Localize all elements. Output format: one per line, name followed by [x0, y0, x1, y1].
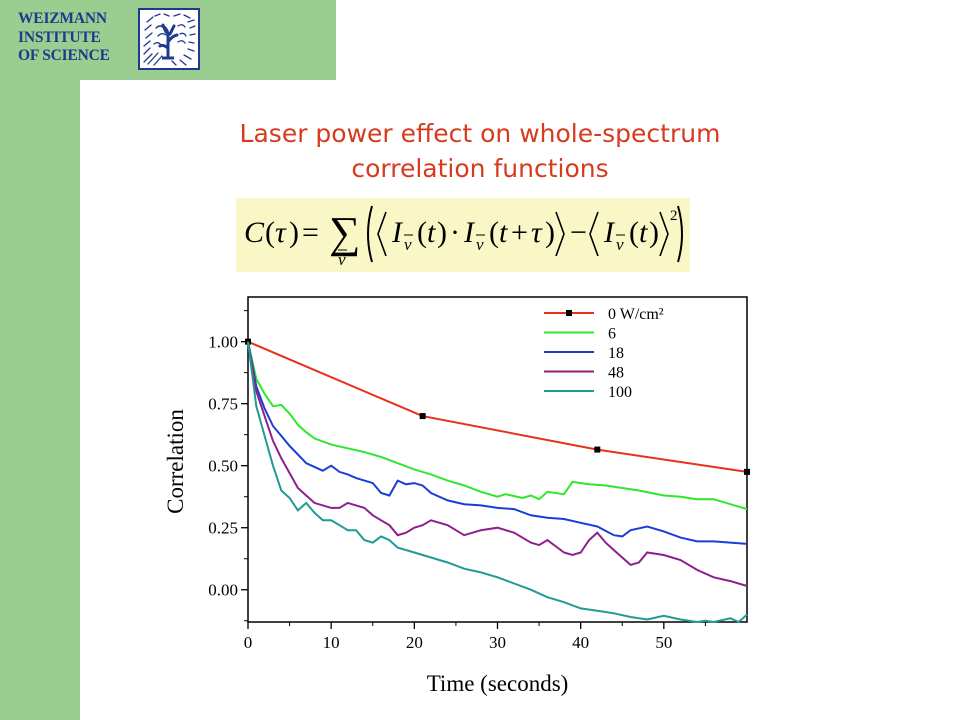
y-tick-label-1: 0.25	[208, 519, 238, 538]
svg-text:t: t	[499, 216, 508, 249]
title-line-1: Laser power effect on whole-spectrum	[239, 119, 721, 148]
svg-text:(: (	[417, 216, 427, 249]
y-tick-label-4: 1.00	[208, 333, 238, 352]
series-0-point-2	[594, 446, 601, 453]
svg-text:τ: τ	[531, 216, 543, 249]
x-tick-label-10: 10	[323, 633, 340, 652]
svg-text:ν: ν	[404, 235, 412, 254]
series-0-point-3	[744, 468, 750, 475]
legend-label-3: 48	[608, 365, 624, 382]
svg-text:(: (	[265, 216, 275, 249]
legend-label-2: 18	[608, 345, 624, 362]
series-0-point-1	[419, 413, 426, 420]
correlation-formula: C ( τ ) = ∑ ν I ν ( t ) · I ν ( t + τ )	[236, 198, 690, 272]
slide-title: Laser power effect on whole-spectrum cor…	[160, 116, 800, 186]
legend-label-1: 6	[608, 326, 616, 343]
series-line-0	[247, 340, 748, 473]
svg-text:∑: ∑	[329, 208, 360, 257]
weizmann-emblem-icon	[138, 8, 200, 70]
svg-text:ν: ν	[616, 235, 624, 254]
svg-text:I: I	[391, 216, 404, 249]
series-line-1	[247, 341, 748, 511]
correlation-chart: 0 10 20 30 40 50 0.00 0.25 0.50 0.75 1.00 Time (sec…	[163, 296, 750, 696]
svg-text:=: =	[302, 216, 319, 249]
svg-text:): )	[649, 216, 659, 249]
x-tick-label-30: 30	[489, 633, 506, 652]
left-green-band	[0, 0, 80, 720]
svg-text:·: ·	[450, 216, 460, 249]
logo-line-1: WEIZMANN	[18, 10, 107, 27]
svg-text:+: +	[511, 216, 528, 249]
legend-label-4: 100	[608, 384, 632, 401]
content-corner	[80, 80, 340, 180]
svg-text:t: t	[427, 216, 436, 249]
svg-text:t: t	[639, 216, 648, 249]
logo-line-2: INSTITUTE	[18, 28, 101, 46]
svg-text:(: (	[629, 216, 639, 249]
y-tick-label-2: 0.50	[208, 457, 238, 476]
svg-text:ν: ν	[338, 250, 346, 269]
x-tick-label-40: 40	[572, 633, 589, 652]
title-line-2: correlation functions	[351, 154, 609, 183]
x-tick-label-20: 20	[406, 633, 423, 652]
svg-text:ν: ν	[476, 235, 484, 254]
weizmann-logo: WEIZMANN INSTITUTE OF SCIENCE	[18, 8, 200, 70]
svg-text:I: I	[603, 216, 616, 249]
svg-text:): )	[289, 216, 299, 249]
legend-label-0: 0 W/cm²	[608, 306, 664, 323]
series-0-point-0	[245, 338, 251, 345]
formula-graphic: C ( τ ) = ∑ ν I ν ( t ) · I ν ( t + τ )	[244, 205, 683, 269]
svg-text:): )	[437, 216, 447, 249]
x-tick-label-0: 0	[244, 633, 253, 652]
x-tick-label-50: 50	[655, 633, 672, 652]
y-tick-label-3: 0.75	[208, 395, 238, 414]
svg-text:): )	[545, 216, 555, 249]
svg-text:I: I	[463, 216, 476, 249]
svg-text:2: 2	[670, 208, 678, 224]
series-line-4	[247, 341, 748, 624]
series-line-3	[247, 341, 748, 587]
svg-text:(: (	[489, 216, 499, 249]
logo-text: WEIZMANN INSTITUTE OF SCIENCE	[18, 10, 128, 66]
y-tick-label-0: 0.00	[208, 581, 238, 600]
svg-text:−: −	[570, 216, 587, 249]
svg-text:τ: τ	[275, 216, 287, 249]
y-axis-label: Correlation	[163, 409, 188, 514]
plot-frame	[247, 296, 748, 623]
legend-marker-0	[566, 310, 572, 316]
series-line-2	[247, 341, 748, 545]
svg-text:C: C	[244, 216, 265, 249]
x-axis-label: Time (seconds)	[427, 671, 569, 696]
logo-line-3: OF SCIENCE	[18, 47, 110, 64]
